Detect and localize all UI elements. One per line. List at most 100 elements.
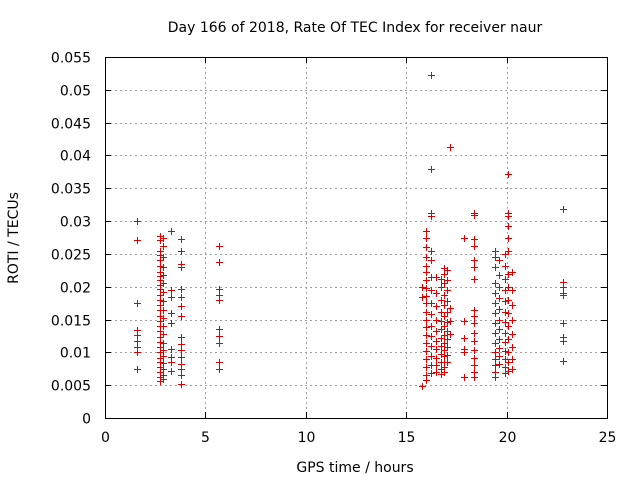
y-tick-label: 0.05 (60, 84, 91, 100)
y-tick-label: 0.055 (51, 51, 91, 67)
data-point (216, 333, 223, 340)
data-point (492, 248, 499, 255)
data-point (423, 228, 430, 235)
chart-title: Day 166 of 2018, Rate Of TEC Index for r… (168, 20, 543, 36)
data-point (502, 263, 509, 270)
data-point (496, 284, 503, 291)
data-point (160, 243, 167, 250)
x-tick-label: 20 (499, 430, 517, 446)
data-point (496, 257, 503, 264)
x-tick-label: 25 (599, 430, 617, 446)
data-point (178, 381, 185, 388)
data-point (471, 276, 478, 283)
data-point (492, 264, 499, 271)
data-point (178, 366, 185, 373)
y-tick-label: 0.005 (51, 379, 91, 395)
data-point (433, 290, 440, 297)
data-point (433, 362, 440, 369)
data-point (428, 311, 435, 318)
data-point (178, 354, 185, 361)
data-point (216, 340, 223, 347)
data-point (447, 331, 454, 338)
data-point (496, 272, 503, 279)
data-point (509, 331, 516, 338)
data-point (160, 264, 167, 271)
data-point (447, 318, 454, 325)
data-point (560, 292, 567, 299)
data-point (492, 254, 499, 261)
data-point (447, 144, 454, 151)
data-point (160, 366, 167, 373)
data-point (496, 345, 503, 352)
data-point (423, 277, 430, 284)
data-point (160, 307, 167, 314)
data-point (134, 338, 141, 345)
y-tick-label: 0.03 (60, 215, 91, 231)
x-axis-label: GPS time / hours (296, 460, 413, 476)
data-point (160, 340, 167, 347)
data-point (134, 332, 141, 339)
data-point (496, 336, 503, 343)
data-point (471, 338, 478, 345)
data-point (160, 347, 167, 354)
data-point (178, 372, 185, 379)
data-point (134, 237, 141, 244)
data-point (134, 218, 141, 225)
data-point (178, 236, 185, 243)
data-point (423, 317, 430, 324)
data-point (438, 309, 445, 316)
data-point (423, 235, 430, 242)
data-point (216, 259, 223, 266)
y-tick-label: 0.015 (51, 314, 91, 330)
data-point (471, 212, 478, 219)
data-point (423, 254, 430, 261)
data-point (492, 356, 499, 363)
data-point (492, 280, 499, 287)
data-point (157, 257, 164, 264)
data-point (505, 323, 512, 330)
y-tick-label: 0.035 (51, 182, 91, 198)
data-point (433, 338, 440, 345)
data-point (433, 369, 440, 376)
data-point (134, 349, 141, 356)
data-point (168, 294, 175, 301)
data-point (433, 274, 440, 281)
data-point (471, 264, 478, 271)
data-point (428, 323, 435, 330)
data-point (423, 377, 430, 384)
x-tick-label: 0 (101, 430, 110, 446)
data-point (441, 347, 448, 354)
data-point (423, 269, 430, 276)
data-point (423, 293, 430, 300)
data-point (178, 303, 185, 310)
data-point (160, 280, 167, 287)
data-point (502, 319, 509, 326)
data-point (433, 317, 440, 324)
data-point (168, 287, 175, 294)
data-point (157, 263, 164, 270)
data-point (447, 305, 454, 312)
data-point (505, 271, 512, 278)
data-point (178, 294, 185, 301)
data-point (419, 383, 426, 390)
data-point (423, 263, 430, 270)
data-point (428, 72, 435, 79)
data-point (444, 277, 451, 284)
data-point (505, 171, 512, 178)
data-point (438, 318, 445, 325)
y-tick-label: 0 (82, 412, 91, 428)
data-point (160, 315, 167, 322)
data-point (433, 328, 440, 335)
data-point (471, 313, 478, 320)
data-point (438, 343, 445, 350)
data-point (505, 349, 512, 356)
data-point (178, 286, 185, 293)
x-tick-label: 10 (298, 430, 316, 446)
data-point (502, 339, 509, 346)
data-point (492, 290, 499, 297)
data-point (560, 358, 567, 365)
plot-frame (105, 57, 608, 419)
data-point (444, 336, 451, 343)
data-point (505, 368, 512, 375)
data-point (471, 320, 478, 327)
